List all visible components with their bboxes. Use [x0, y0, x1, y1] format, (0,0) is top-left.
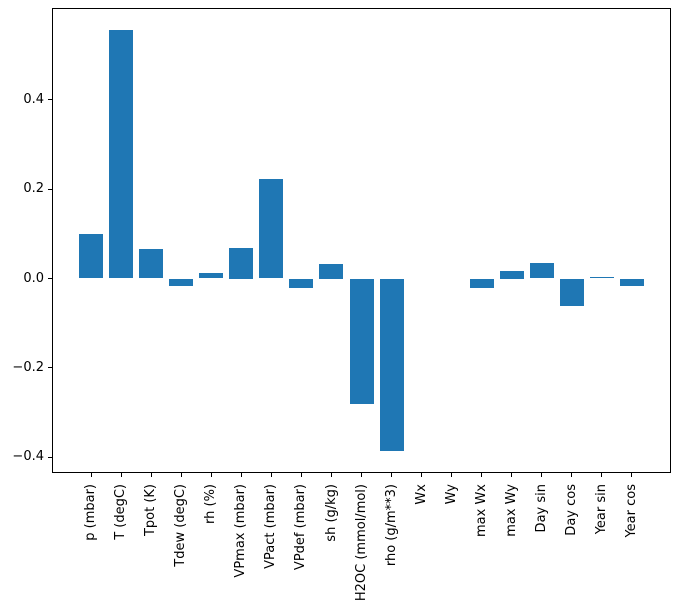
y-tick-mark: [48, 188, 52, 190]
bar-rh: [199, 272, 224, 279]
x-tick-mark: [150, 473, 152, 477]
x-tick-mark: [361, 473, 362, 477]
y-tick-mark: [48, 99, 52, 101]
bar-max-wx: [469, 278, 494, 288]
x-tick-mark: [210, 473, 212, 477]
x-tick-mark: [631, 473, 633, 477]
y-tick-mark: [48, 278, 52, 279]
bar-vpdef-mbar: [289, 278, 314, 288]
x-tick-mark: [300, 473, 302, 477]
x-tick-mark: [451, 473, 453, 477]
x-tick-mark: [270, 473, 272, 477]
bar-h2oc-mmol-mol: [349, 278, 374, 404]
y-tick-label: −0.4: [12, 449, 44, 465]
y-tick-label: 0.4: [23, 91, 44, 107]
bar-tdew-degc: [169, 278, 194, 286]
bar-max-wy: [499, 271, 524, 279]
x-tick-mark: [541, 473, 543, 477]
bar-day-sin: [529, 263, 554, 279]
bar-p-mbar: [79, 233, 103, 279]
y-tick-label: −0.2: [12, 359, 44, 375]
x-tick-mark: [120, 473, 122, 477]
x-tick-mark: [180, 473, 182, 477]
x-tick-mark: [331, 473, 332, 477]
x-tick-mark: [240, 473, 242, 477]
y-tick-mark: [48, 367, 52, 369]
x-tick-mark: [90, 473, 92, 477]
x-tick-mark: [601, 473, 603, 477]
y-tick-label: 0.0: [23, 270, 44, 286]
bar-day-cos: [559, 278, 584, 306]
bar-tpot-k: [139, 249, 164, 279]
bar-vpmax-mbar: [229, 247, 254, 279]
x-tick-mark: [481, 473, 483, 477]
bar-year-cos: [619, 278, 644, 286]
x-tick-mark: [511, 473, 513, 477]
bar-vpact-mbar: [259, 179, 284, 279]
y-tick-label: 0.2: [23, 181, 44, 197]
x-tick-mark: [421, 473, 423, 477]
bar-year-sin: [589, 276, 614, 279]
bar-sh-g-kg: [319, 263, 344, 279]
y-tick-mark: [48, 456, 52, 458]
x-tick-mark: [571, 473, 573, 477]
bar-rho-g-m-3: [379, 278, 404, 452]
bar-t-degc: [109, 30, 134, 279]
x-tick-mark: [391, 473, 392, 477]
